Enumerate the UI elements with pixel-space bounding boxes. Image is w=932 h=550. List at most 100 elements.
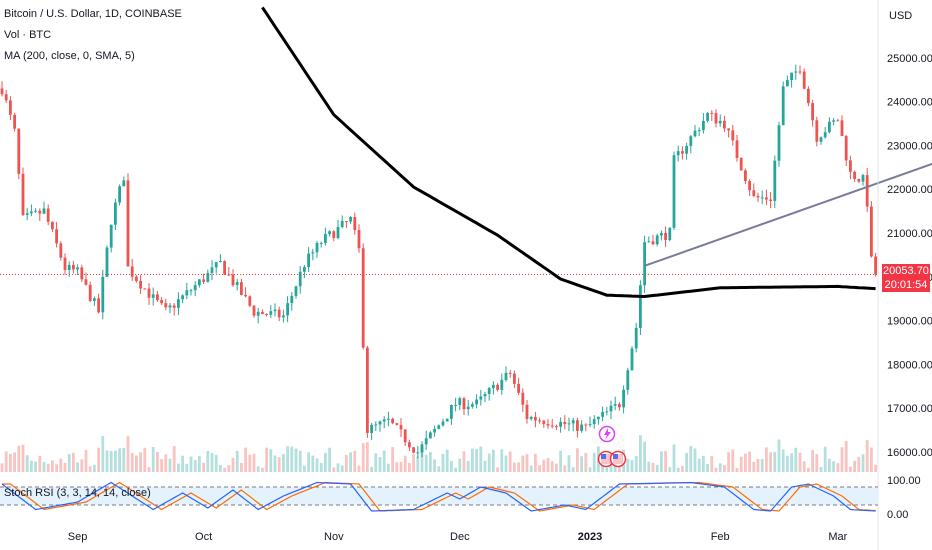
candle-body xyxy=(235,282,239,286)
candle-body xyxy=(353,217,357,231)
volume-bar xyxy=(525,454,529,472)
volume-bar xyxy=(72,452,75,472)
volume-bar xyxy=(374,453,378,472)
candle-body xyxy=(345,221,348,223)
candle-body xyxy=(387,418,390,420)
volume-legend[interactable]: Vol · BTC xyxy=(4,29,52,41)
volume-bar xyxy=(727,452,730,472)
candle-body xyxy=(4,94,8,101)
candle-body xyxy=(403,429,407,443)
volume-bar xyxy=(433,459,436,472)
time-tick-label: Dec xyxy=(450,531,470,543)
volume-bar xyxy=(735,467,739,472)
candle-body xyxy=(693,130,697,137)
volume-bar xyxy=(794,447,798,472)
volume-bar xyxy=(555,463,558,472)
candle-body xyxy=(752,190,756,196)
candle-body xyxy=(357,230,361,249)
candle-body xyxy=(471,404,474,407)
volume-bar xyxy=(466,461,470,472)
volume-bar xyxy=(345,454,348,472)
stoch-rsi-pane xyxy=(0,481,878,512)
candle-body xyxy=(605,411,609,413)
volume-bar xyxy=(634,456,638,472)
candle-body xyxy=(559,421,562,427)
candle-body xyxy=(601,411,604,417)
ma200-line xyxy=(261,6,876,299)
volume-bar xyxy=(832,461,835,472)
candle-body xyxy=(67,264,71,270)
volume-bar xyxy=(315,458,319,472)
candle-body xyxy=(303,266,306,272)
volume-bar xyxy=(168,458,172,472)
candle-body xyxy=(828,121,831,133)
candle-body xyxy=(815,120,819,142)
candle-body xyxy=(555,426,558,428)
candle-body xyxy=(84,279,88,285)
volume-bar xyxy=(177,463,180,472)
stoch-rsi-axis: 100.00 0.00 xyxy=(887,475,921,521)
candle-body xyxy=(849,160,852,172)
candle-body xyxy=(756,195,760,198)
candle-body xyxy=(206,272,210,282)
candle-body xyxy=(273,309,277,312)
candle-body xyxy=(30,211,33,214)
volume-bar xyxy=(861,454,865,472)
volume-bar xyxy=(391,447,394,472)
volume-bar xyxy=(592,452,596,472)
volume-bar xyxy=(235,450,239,472)
time-tick-label: 2023 xyxy=(578,531,602,543)
price-axis: USD16000.0017000.0018000.0019000.0020000… xyxy=(887,10,932,459)
candle-body xyxy=(697,130,701,132)
candle-body xyxy=(147,288,151,298)
stoch-rsi-legend[interactable]: Stoch RSI (3, 3, 14, 14, close) xyxy=(4,487,151,499)
chart-title[interactable]: Bitcoin / U.S. Dollar, 1D, COINBASE xyxy=(4,8,182,20)
ma-legend[interactable]: MA (200, close, 0, SMA, 5) xyxy=(4,50,135,62)
volume-bar xyxy=(412,454,415,472)
candle-body xyxy=(802,71,806,89)
volume-bar xyxy=(240,462,243,472)
candle-body xyxy=(546,424,550,426)
candle-body xyxy=(9,100,12,115)
volume-bar xyxy=(626,458,630,472)
candle-body xyxy=(445,418,449,422)
volume-bar xyxy=(538,465,541,472)
trend-line xyxy=(644,162,932,267)
candle-body xyxy=(361,248,365,348)
volume-bar xyxy=(853,460,856,472)
volume-bar xyxy=(30,460,33,472)
volume-bar xyxy=(172,446,176,472)
candle-body xyxy=(294,286,298,296)
candle-body xyxy=(93,298,96,301)
price-tick-label: 21000.00 xyxy=(887,228,932,240)
candle-body xyxy=(735,140,739,158)
price-tick-label: 18000.00 xyxy=(887,359,932,371)
volume-bar xyxy=(93,464,96,472)
volume-bar xyxy=(664,451,667,472)
volume-bar xyxy=(370,466,373,472)
time-axis: SepOctNovDec2023FebMarAprMayJun xyxy=(68,531,848,543)
time-tick-label: Feb xyxy=(711,531,730,543)
candle-body xyxy=(332,231,336,239)
candle-body xyxy=(769,199,772,201)
candle-body xyxy=(718,120,722,124)
candle-body xyxy=(139,280,142,289)
volume-bar xyxy=(580,456,583,472)
candle-body xyxy=(156,294,159,301)
candle-body xyxy=(395,423,399,425)
volume-bar xyxy=(487,453,491,472)
volume-bar xyxy=(114,450,117,472)
candle-body xyxy=(109,224,113,248)
candle-body xyxy=(130,266,134,277)
time-tick-label: Oct xyxy=(195,531,212,543)
volume-bar xyxy=(42,461,46,472)
candle-body xyxy=(114,202,117,225)
volume-bar xyxy=(567,455,571,472)
candle-body xyxy=(227,274,231,276)
volume-bar xyxy=(319,462,323,472)
volume-bar xyxy=(135,455,138,472)
candle-body xyxy=(865,175,869,207)
volume-bar xyxy=(471,448,474,472)
volume-bar xyxy=(143,447,147,472)
